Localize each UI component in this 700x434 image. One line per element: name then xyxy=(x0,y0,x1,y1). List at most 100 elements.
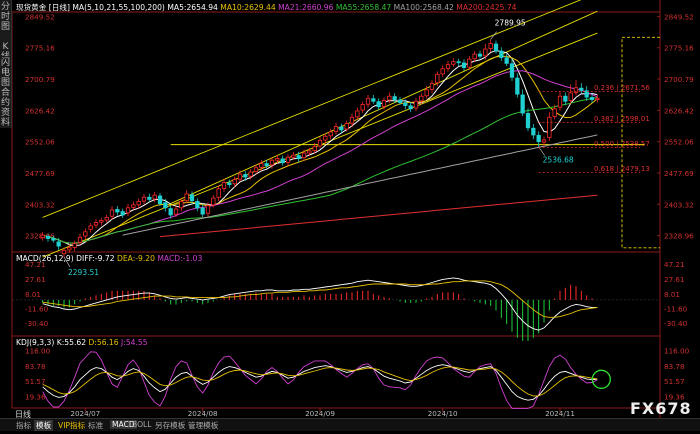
x-tick-label-1: 2024/08 xyxy=(188,409,218,418)
candle-body xyxy=(77,236,83,243)
macd-tick-label-1: 27.61 xyxy=(664,275,685,284)
candle-body xyxy=(328,131,333,137)
x-tick-label-4: 2024/11 xyxy=(545,409,575,418)
candle-body xyxy=(120,211,125,216)
toolbar-item-7[interactable]: 管理模板 xyxy=(188,421,219,430)
candle-body xyxy=(51,238,56,241)
candle-body xyxy=(205,205,211,214)
macd-tick-label-2: 8.01 xyxy=(664,290,680,299)
x-tick-label-3: 2024/10 xyxy=(428,409,458,418)
annotation-label-0: 2789.95 xyxy=(495,18,526,27)
sidebar-tab-1[interactable]: K线图 xyxy=(0,40,12,72)
candle-body xyxy=(477,53,483,57)
macd-value: MACD:-1.03 xyxy=(157,254,203,263)
price-tick-label-4: 2552.06 xyxy=(664,138,694,147)
candle-body xyxy=(93,222,99,226)
candle-body xyxy=(237,173,243,180)
candle-body xyxy=(531,127,536,136)
candle-body xyxy=(312,146,317,151)
ma-line-ma200 xyxy=(159,194,598,238)
price-left-tick-6: 2403.32 xyxy=(25,200,55,209)
toolbar-item-0[interactable]: 指标 xyxy=(16,421,32,430)
candle-body xyxy=(99,220,104,223)
candle-body xyxy=(109,209,115,217)
candle-body xyxy=(296,155,301,159)
kdj-tick-label-2: 51.57 xyxy=(664,377,685,386)
candle-body xyxy=(381,100,387,107)
fib-label-2: 0.500 | 2538.57 xyxy=(594,140,650,148)
macd-left-tick-4: -30.40 xyxy=(25,319,49,328)
macd-left-tick-0: 47.21 xyxy=(25,260,46,269)
candle-body xyxy=(72,243,77,248)
candle-body xyxy=(200,207,205,215)
period-label[interactable]: [日线] xyxy=(48,3,70,12)
ma-line-ma5 xyxy=(42,50,598,247)
candle-body xyxy=(269,159,275,166)
candle-body xyxy=(56,241,61,247)
macd-diff-line xyxy=(42,277,598,331)
kdj-label: KDJ(9,3,3) xyxy=(16,338,55,347)
sidebar-tab-2[interactable]: 闪电图 xyxy=(0,56,12,88)
kdj-j-line xyxy=(42,351,598,409)
candle-body xyxy=(413,100,419,109)
price-tick-label-2: 2700.79 xyxy=(664,75,694,84)
candle-body xyxy=(40,234,45,239)
sidebar-tab-0[interactable]: 分时图 xyxy=(0,0,12,40)
annotation-leader-0 xyxy=(490,31,497,40)
candle-body xyxy=(488,43,493,50)
candle-body xyxy=(264,163,269,167)
candle-body xyxy=(253,167,259,172)
candle-body xyxy=(509,63,515,78)
candle-body xyxy=(435,73,440,84)
candle-body xyxy=(344,123,349,130)
x-tick-label-0: 2024/07 xyxy=(70,409,100,418)
price-tick-label-5: 2477.69 xyxy=(664,169,694,178)
macd-left-tick-2: 8.01 xyxy=(25,290,41,299)
candle-body xyxy=(317,140,323,147)
annotation-label-2: 2293.51 xyxy=(68,268,99,277)
sidebar-tab-3[interactable]: 合约资料 xyxy=(0,86,12,128)
price-left-tick-3: 2626.42 xyxy=(25,106,55,115)
toolbar-item-1[interactable]: 模板 xyxy=(34,420,54,431)
fib-label-1: 0.382 | 2598.01 xyxy=(594,115,650,123)
trend-channel-upper xyxy=(42,0,582,218)
annotation-leader-2 xyxy=(63,256,71,268)
symbol-name: 现货黄金 xyxy=(16,3,47,12)
candle-body xyxy=(493,43,499,52)
candle-body xyxy=(280,158,285,164)
toolbar-item-3[interactable]: 标准 xyxy=(88,421,104,430)
macd-dea: DEA:-9.20 xyxy=(116,254,155,263)
bottom-toolbar: 指标 模板 VIP指标 标准 MACD BOLL 另存模板 管理模板 xyxy=(0,418,700,431)
candle-body xyxy=(536,134,541,143)
candle-body xyxy=(349,116,355,124)
candle-body xyxy=(184,193,189,202)
kdj-header: KDJ(9,3,3) K:55.62 D:56.16 J:54.55 xyxy=(16,338,148,347)
candle-body xyxy=(563,95,568,102)
price-tick-label-6: 2403.32 xyxy=(664,200,694,209)
candle-body xyxy=(285,156,291,163)
kdj-d: D:56.16 xyxy=(88,338,119,347)
kdj-k-line xyxy=(42,364,598,401)
ma-value-1: MA10:2629.44 xyxy=(217,3,276,12)
candle-body xyxy=(83,231,88,237)
toolbar-item-6[interactable]: 另存模板 xyxy=(155,421,186,430)
candle-body xyxy=(243,174,248,178)
candle-body xyxy=(131,204,136,208)
ma-value-5: MA200:2425.74 xyxy=(453,3,517,12)
candle-body xyxy=(333,126,339,132)
candle-body xyxy=(456,61,461,64)
macd-label: MACD(26,12,9) xyxy=(16,254,74,263)
toolbar-item-5[interactable]: BOLL xyxy=(132,420,152,429)
candle-body xyxy=(125,207,131,214)
ma-line-ma55 xyxy=(42,97,598,244)
candle-body xyxy=(147,196,152,200)
candle-body xyxy=(371,98,376,102)
candle-body xyxy=(451,61,456,65)
day-period-button[interactable]: 日线 xyxy=(15,410,31,419)
toolbar-item-4[interactable]: MACD xyxy=(110,420,137,429)
toolbar-item-2[interactable]: VIP指标 xyxy=(58,421,86,430)
kdj-tick-label-0: 116.00 xyxy=(664,346,690,355)
candle-body xyxy=(115,209,120,213)
candle-body xyxy=(579,87,584,91)
